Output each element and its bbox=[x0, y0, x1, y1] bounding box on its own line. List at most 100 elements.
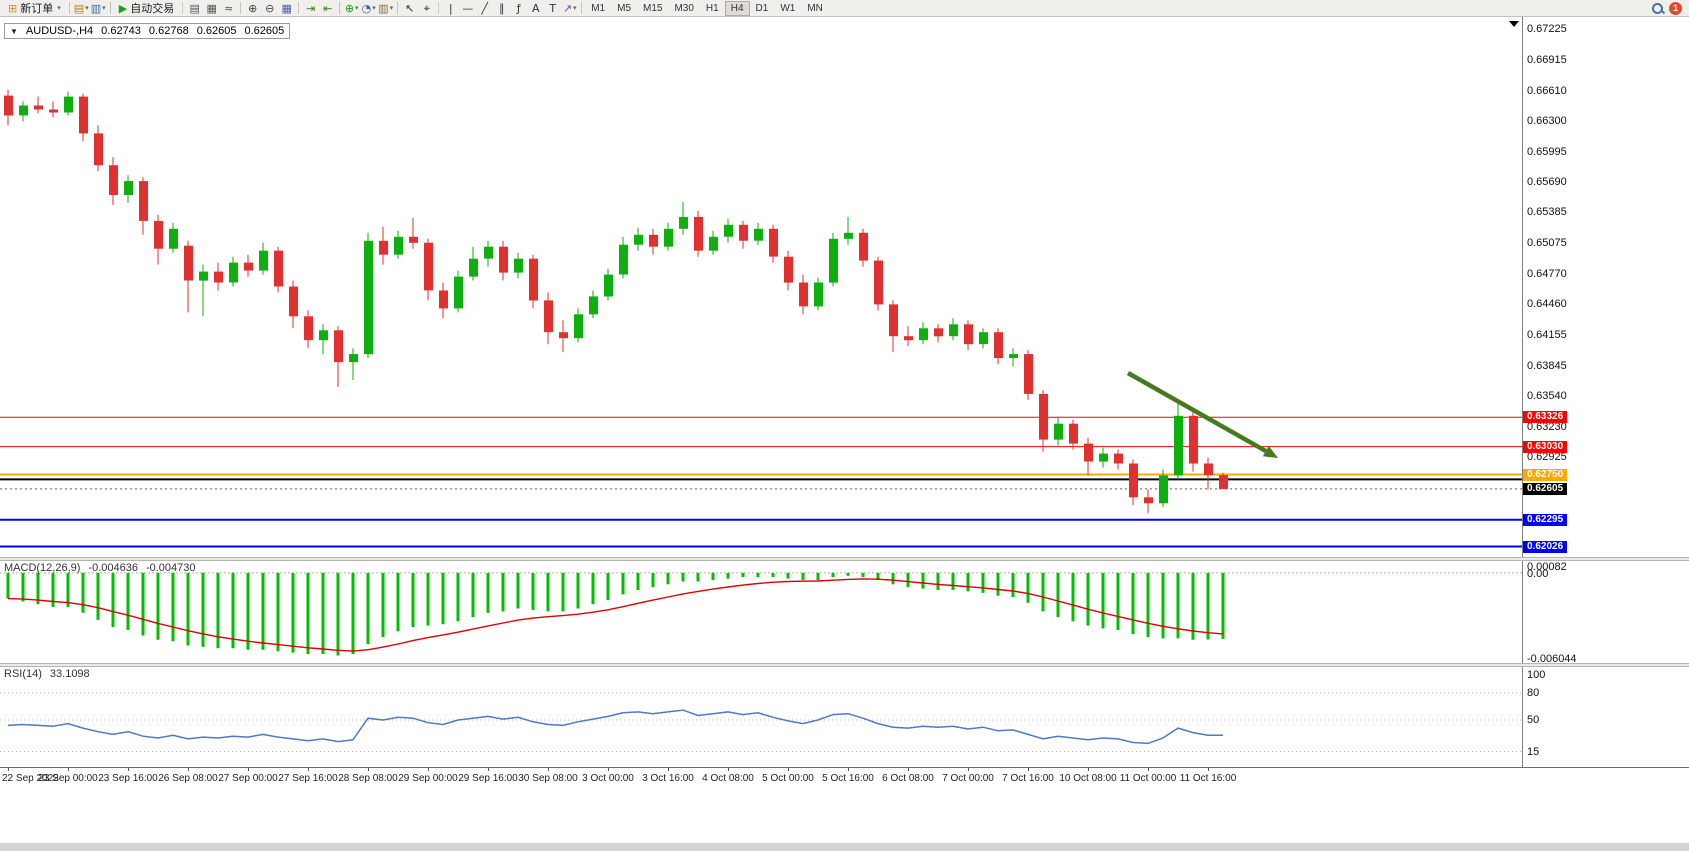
price-scale-label: 0.66915 bbox=[1527, 54, 1567, 67]
macd-panel[interactable]: MACD(12,26,9) -0.004636 -0.004730 0.0008… bbox=[0, 561, 1689, 665]
time-axis-label: 23 Sep 16:00 bbox=[98, 773, 158, 784]
time-axis-tick bbox=[308, 768, 309, 771]
timeframe-w1[interactable]: W1 bbox=[780, 2, 796, 14]
new-chart-icon-caret: ▾ bbox=[85, 5, 89, 12]
periods-icon-glyph: ◔ bbox=[361, 1, 372, 15]
toolbar-separator bbox=[182, 2, 184, 14]
templates-icon-caret: ▾ bbox=[389, 5, 394, 12]
tile-windows-icon-glyph: ▦ bbox=[281, 1, 292, 15]
autotrading-button[interactable]: ▶ 自动交易 bbox=[114, 1, 179, 16]
vertical-line-icon[interactable]: | bbox=[442, 1, 459, 16]
splitter-rsi[interactable] bbox=[0, 663, 1689, 667]
zoom-in-icon[interactable]: ⊕ bbox=[244, 1, 261, 16]
candle-body bbox=[1009, 354, 1018, 359]
time-axis-tick bbox=[728, 768, 729, 771]
chart-shift-icon[interactable]: ⇤ bbox=[319, 1, 336, 16]
text-label-icon[interactable]: T bbox=[544, 1, 561, 16]
notification-badge[interactable]: 1 bbox=[1669, 1, 1682, 15]
time-axis-tick bbox=[248, 768, 249, 771]
autotrading-button-glyph: ▶ bbox=[118, 1, 128, 15]
candle-body bbox=[754, 228, 763, 241]
price-scale-label: 0.67225 bbox=[1527, 23, 1567, 36]
splitter-macd[interactable] bbox=[0, 557, 1689, 561]
crosshair-icon[interactable]: ⌖ bbox=[418, 1, 435, 16]
timeframe-m30[interactable]: M30 bbox=[674, 2, 694, 14]
time-axis-tick bbox=[548, 768, 549, 771]
new-chart-icon[interactable]: ▤ ▾ bbox=[73, 1, 90, 16]
text-icon-glyph: A bbox=[531, 1, 540, 15]
symbol-dropdown-caret[interactable]: ▼ bbox=[10, 26, 18, 36]
periods-icon[interactable]: ◔ ▾ bbox=[360, 1, 377, 16]
price-scale-label: 0.63540 bbox=[1527, 389, 1567, 402]
main-chart-canvas[interactable] bbox=[0, 17, 1689, 557]
search-icon[interactable] bbox=[1650, 1, 1665, 16]
macd-signal-value: -0.004730 bbox=[145, 562, 196, 574]
time-axis-label: 30 Sep 08:00 bbox=[518, 773, 578, 784]
line-chart-icon[interactable]: ≈ bbox=[220, 1, 237, 16]
zoom-out-icon[interactable]: ⊖ bbox=[261, 1, 278, 16]
chart-shift-marker bbox=[1509, 21, 1519, 27]
time-axis-label: 26 Sep 08:00 bbox=[158, 773, 218, 784]
timeframe-h4[interactable]: H4 bbox=[724, 0, 750, 16]
time-axis-tick bbox=[848, 768, 849, 771]
macd-value: -0.004636 bbox=[88, 562, 138, 574]
candles-group bbox=[4, 89, 1228, 514]
timeframe-mn[interactable]: MN bbox=[807, 2, 823, 14]
horizontal-line-icon[interactable]: — bbox=[459, 1, 476, 16]
profiles-icon[interactable]: ▥ ▾ bbox=[90, 1, 107, 16]
time-axis[interactable]: 22 Sep 2022 23 Sep 00:00 23 Sep 16:00 26 Se… bbox=[0, 767, 1689, 787]
arrows-tool-icon-glyph: ↗ bbox=[562, 1, 573, 15]
price-level-tag: 0.63030 bbox=[1523, 440, 1568, 453]
cursor-icon[interactable]: ↖ bbox=[401, 1, 418, 16]
time-axis-label: 28 Sep 08:00 bbox=[338, 773, 398, 784]
equidistant-channel-icon[interactable]: ∥ bbox=[493, 1, 510, 16]
timeframe-m1[interactable]: M1 bbox=[591, 2, 606, 14]
bar-chart-icon-glyph: ▤ bbox=[189, 1, 200, 15]
auto-scroll-icon[interactable]: ⇥ bbox=[302, 1, 319, 16]
bar-chart-icon[interactable]: ▤ bbox=[186, 1, 203, 16]
time-axis-label: 4 Oct 08:00 bbox=[702, 773, 754, 784]
candle-body bbox=[49, 109, 58, 113]
candle-body bbox=[184, 245, 193, 281]
main-chart-panel[interactable]: ▼ AUDUSD-,H4 0.62743 0.62768 0.62605 0.6… bbox=[0, 17, 1689, 557]
rsi-canvas[interactable] bbox=[0, 667, 1689, 767]
timeframe-m15[interactable]: M15 bbox=[643, 2, 663, 14]
ohlc-close: 0.62605 bbox=[244, 25, 285, 37]
candle-body bbox=[619, 244, 628, 275]
candlestick-chart-icon[interactable]: ▦ bbox=[203, 1, 220, 16]
tile-windows-icon[interactable]: ▦ bbox=[278, 1, 295, 16]
candle-body bbox=[1114, 453, 1123, 464]
candle-body bbox=[1039, 393, 1048, 440]
fibonacci-icon[interactable]: ƒ bbox=[510, 1, 527, 16]
macd-label: MACD(12,26,9) bbox=[4, 562, 81, 574]
auto-scroll-icon-glyph: ⇥ bbox=[306, 1, 316, 15]
candle-body bbox=[409, 236, 418, 243]
candle-body bbox=[724, 224, 733, 237]
candle-body bbox=[1144, 497, 1153, 504]
time-axis-tick bbox=[788, 768, 789, 771]
timeframe-group: M1 M5 M15 M30 H1 H4 D1 W1 MN bbox=[585, 0, 829, 16]
new-order-button[interactable]: ⊞ 新订单 ▾ bbox=[3, 1, 66, 16]
price-scale-label: 0.65385 bbox=[1527, 206, 1567, 219]
timeframe-d1[interactable]: D1 bbox=[755, 2, 769, 14]
rsi-panel[interactable]: RSI(14) 33.1098 100 80 50 15 bbox=[0, 667, 1689, 767]
time-axis-tick bbox=[128, 768, 129, 771]
macd-canvas[interactable] bbox=[0, 561, 1689, 663]
rsi-scale-label: 100 bbox=[1527, 669, 1546, 681]
templates-icon[interactable]: ▥ ▾ bbox=[377, 1, 394, 16]
price-scale-label: 0.64460 bbox=[1527, 298, 1567, 311]
trend-arrow-annotation[interactable] bbox=[1126, 371, 1267, 454]
timeframe-h1[interactable]: H1 bbox=[705, 2, 719, 14]
arrows-tool-icon-caret: ▾ bbox=[573, 5, 577, 12]
indicators-icon[interactable]: ⊕ ▾ bbox=[343, 1, 360, 16]
arrows-tool-icon[interactable]: ↗ ▾ bbox=[561, 1, 578, 16]
candle-body bbox=[1189, 415, 1198, 464]
text-icon[interactable]: A bbox=[527, 1, 544, 16]
toolbar: ⊞ 新订单 ▾ ▤ ▾ ▥ ▾ ▶ 自动交易 ▤ ▦ ≈ ⊕ ⊖ ▦ ⇥ ⇤ ⊕ ▾ ◔ ▾ ▥ ▾ ↖ ⌖ | — ╱ ∥ ƒ A T ↗ ▾ … bbox=[0, 0, 1689, 17]
timeframe-m5[interactable]: M5 bbox=[617, 2, 632, 14]
trendline-icon[interactable]: ╱ bbox=[476, 1, 493, 16]
candle-body bbox=[1204, 463, 1213, 476]
candle-body bbox=[424, 242, 433, 291]
new-order-button-caret: ▾ bbox=[57, 5, 61, 12]
price-scale-label: 0.66610 bbox=[1527, 84, 1567, 97]
